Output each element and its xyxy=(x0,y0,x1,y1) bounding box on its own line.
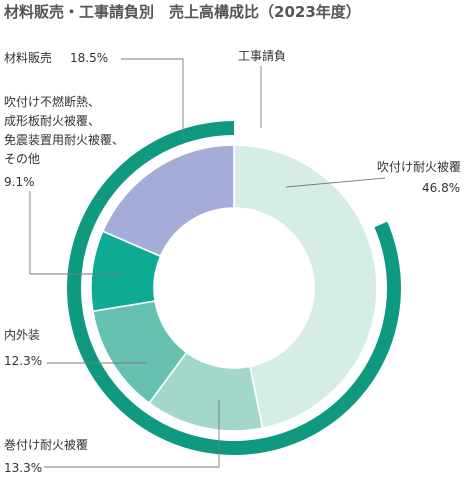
inner-ring xyxy=(90,144,378,432)
leader-line-materials xyxy=(121,58,184,140)
label-materials-pct: 18.5% xyxy=(70,51,108,65)
outer-ring xyxy=(67,121,402,455)
label-materials-name: 材料販売 xyxy=(4,50,52,65)
label-others-line3: 免震装置用耐火被覆、 xyxy=(4,132,124,147)
leader-line-spray xyxy=(285,177,386,188)
inner-slice-materials xyxy=(101,144,235,258)
label-spray-pct: 46.8% xyxy=(422,181,460,195)
label-interior-name: 内外装 xyxy=(4,328,40,342)
leader-line-wrap xyxy=(44,400,220,468)
label-others-line2: 成形板耐火被覆、 xyxy=(4,114,100,128)
label-others-line1: 吹付け不燃断熱、 xyxy=(4,94,100,109)
label-wrap-name: 巻付け耐火被覆 xyxy=(4,438,88,452)
label-construction-name: 工事請負 xyxy=(238,49,286,63)
inner-slice-spray xyxy=(233,144,378,430)
leader-line-others xyxy=(29,191,123,275)
chart-title: 材料販売・工事請負別 売上高構成比（2023年度） xyxy=(4,3,361,21)
label-interior-pct: 12.3% xyxy=(4,354,42,368)
label-others-line4: その他 xyxy=(4,152,40,166)
label-spray-name: 吹付け耐火被覆 xyxy=(377,160,461,174)
label-wrap-pct: 13.3% xyxy=(4,461,42,475)
outer-slice-materials xyxy=(234,121,388,228)
label-others-pct: 9.1% xyxy=(4,175,35,189)
